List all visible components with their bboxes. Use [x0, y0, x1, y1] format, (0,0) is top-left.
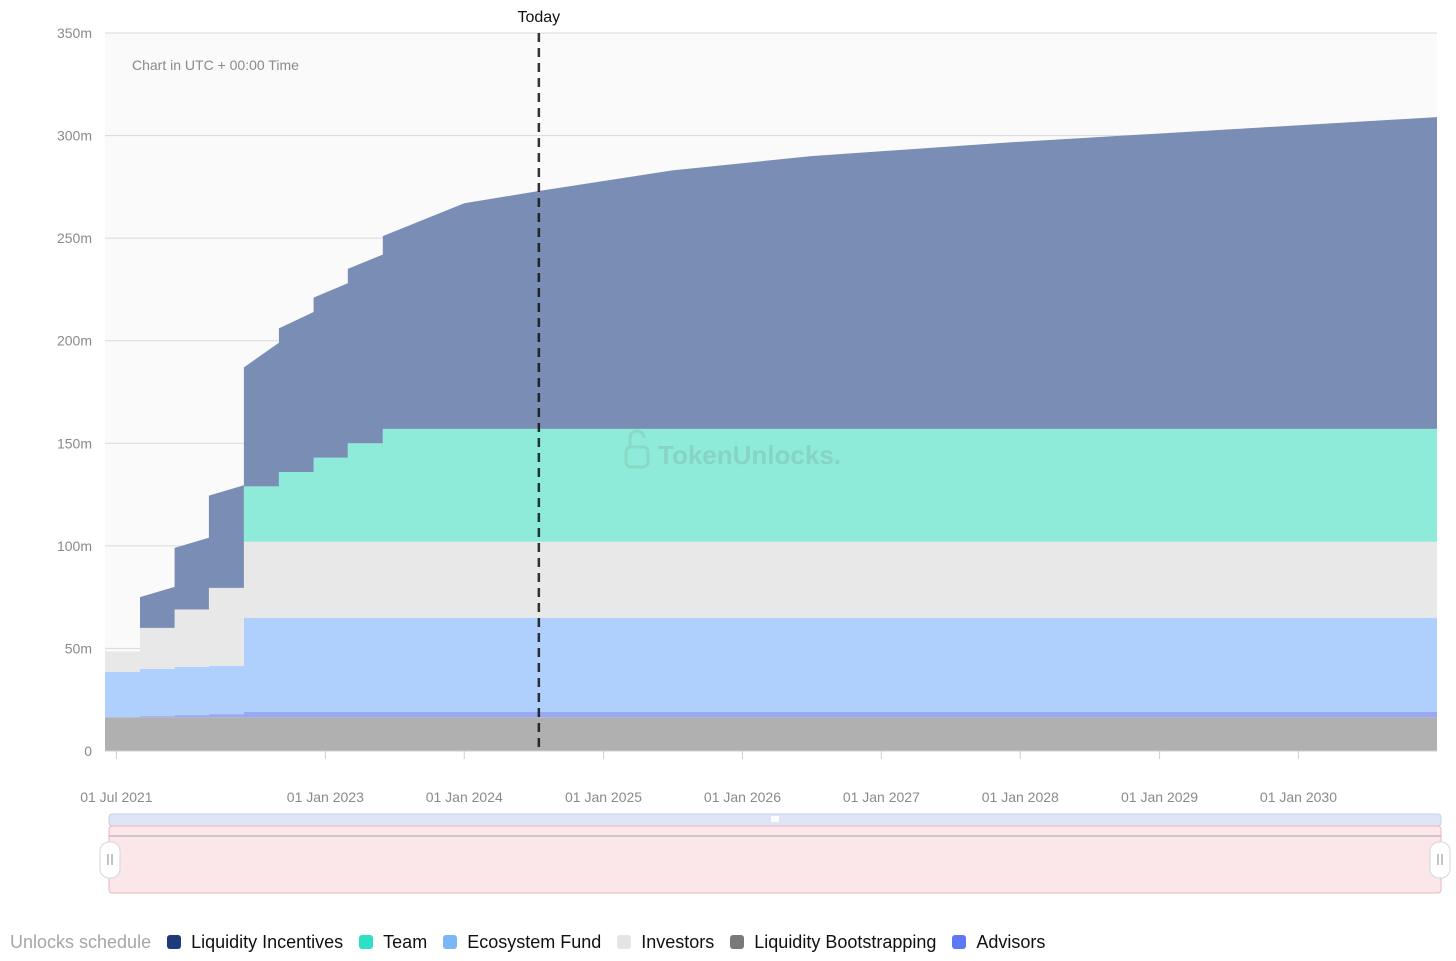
range-navigator[interactable]: [99, 813, 1451, 894]
legend-item-advisors[interactable]: Advisors: [952, 932, 1045, 953]
legend-swatch: [167, 935, 182, 949]
x-tick-label: 01 Jan 2024: [426, 789, 503, 805]
area-liquidity-bootstrapping[interactable]: [105, 717, 1437, 751]
x-tick-label: 01 Jan 2030: [1260, 789, 1337, 805]
legend-swatch: [443, 935, 458, 949]
today-marker: Today: [517, 9, 560, 751]
legend-label: Advisors: [976, 931, 1046, 952]
legend-item-liquidity-bootstrapping[interactable]: Liquidity Bootstrapping: [730, 932, 936, 953]
x-tick-label: 01 Jan 2029: [1121, 789, 1198, 805]
y-tick-label: 50m: [65, 640, 92, 656]
legend-swatch: [952, 935, 967, 949]
legend-item-team[interactable]: Team: [359, 932, 427, 953]
chart-svg: TokenUnlocks. 0 50m 100m 150m 200m 250m 300m 35…: [57, 9, 1451, 894]
y-tick-label: 250m: [57, 230, 92, 246]
legend-swatch: [359, 935, 374, 949]
legend-item-ecosystem-fund[interactable]: Ecosystem Fund: [443, 932, 601, 953]
legend-label: Team: [383, 931, 428, 952]
navigator-left-handle[interactable]: [99, 841, 121, 879]
y-tick-label: 300m: [57, 128, 92, 144]
area-liquidity-incentives[interactable]: [105, 117, 1437, 652]
watermark-text: TokenUnlocks.: [658, 440, 841, 470]
today-label: Today: [517, 9, 560, 26]
legend-label: Liquidity Incentives: [191, 931, 344, 952]
legend-label: Investors: [641, 931, 715, 952]
stacked-areas: [105, 117, 1437, 751]
y-tick-label: 150m: [57, 435, 92, 451]
chart-note: Chart in UTC + 00:00 Time: [132, 57, 299, 73]
legend-title: Unlocks schedule: [10, 931, 152, 952]
area-team[interactable]: [105, 428, 1437, 652]
y-tick-label: 0: [84, 743, 92, 759]
y-tick-label: 100m: [57, 538, 92, 554]
legend-items: Liquidity Incentives Team Ecosystem Fund In…: [167, 932, 1061, 953]
legend-swatch: [617, 935, 632, 949]
legend-swatch: [730, 935, 745, 949]
area-ecosystem-fund[interactable]: [105, 617, 1437, 718]
y-tick-label: 200m: [57, 333, 92, 349]
x-tick-label: 01 Jan 2028: [982, 789, 1059, 805]
x-tick-label: 01 Jan 2026: [704, 789, 781, 805]
axes: 0 50m 100m 150m 200m 250m 300m 350m 01 Jul 2021 0…: [57, 25, 1437, 805]
area-advisors[interactable]: [105, 712, 1437, 718]
area-investors[interactable]: [105, 541, 1437, 672]
navigator-grip-icon[interactable]: [771, 816, 779, 822]
x-tick-label: 01 Jan 2025: [565, 789, 642, 805]
legend-item-investors[interactable]: Investors: [617, 932, 714, 953]
y-tick-label: 350m: [57, 25, 92, 41]
x-tick-label: 01 Jan 2027: [843, 789, 920, 805]
watermark: TokenUnlocks.: [624, 429, 841, 470]
legend-label: Ecosystem Fund: [467, 931, 602, 952]
legend: Unlocks schedule Liquidity Incentives Tea…: [10, 928, 1061, 956]
navigator-right-handle[interactable]: [1429, 841, 1451, 879]
legend-item-liquidity-incentives[interactable]: Liquidity Incentives: [167, 932, 343, 953]
legend-label: Liquidity Bootstrapping: [754, 931, 937, 952]
x-tick-label: 01 Jan 2023: [287, 789, 364, 805]
watermark-lock-icon: [624, 429, 650, 469]
x-tick-label: 01 Jul 2021: [80, 789, 153, 805]
